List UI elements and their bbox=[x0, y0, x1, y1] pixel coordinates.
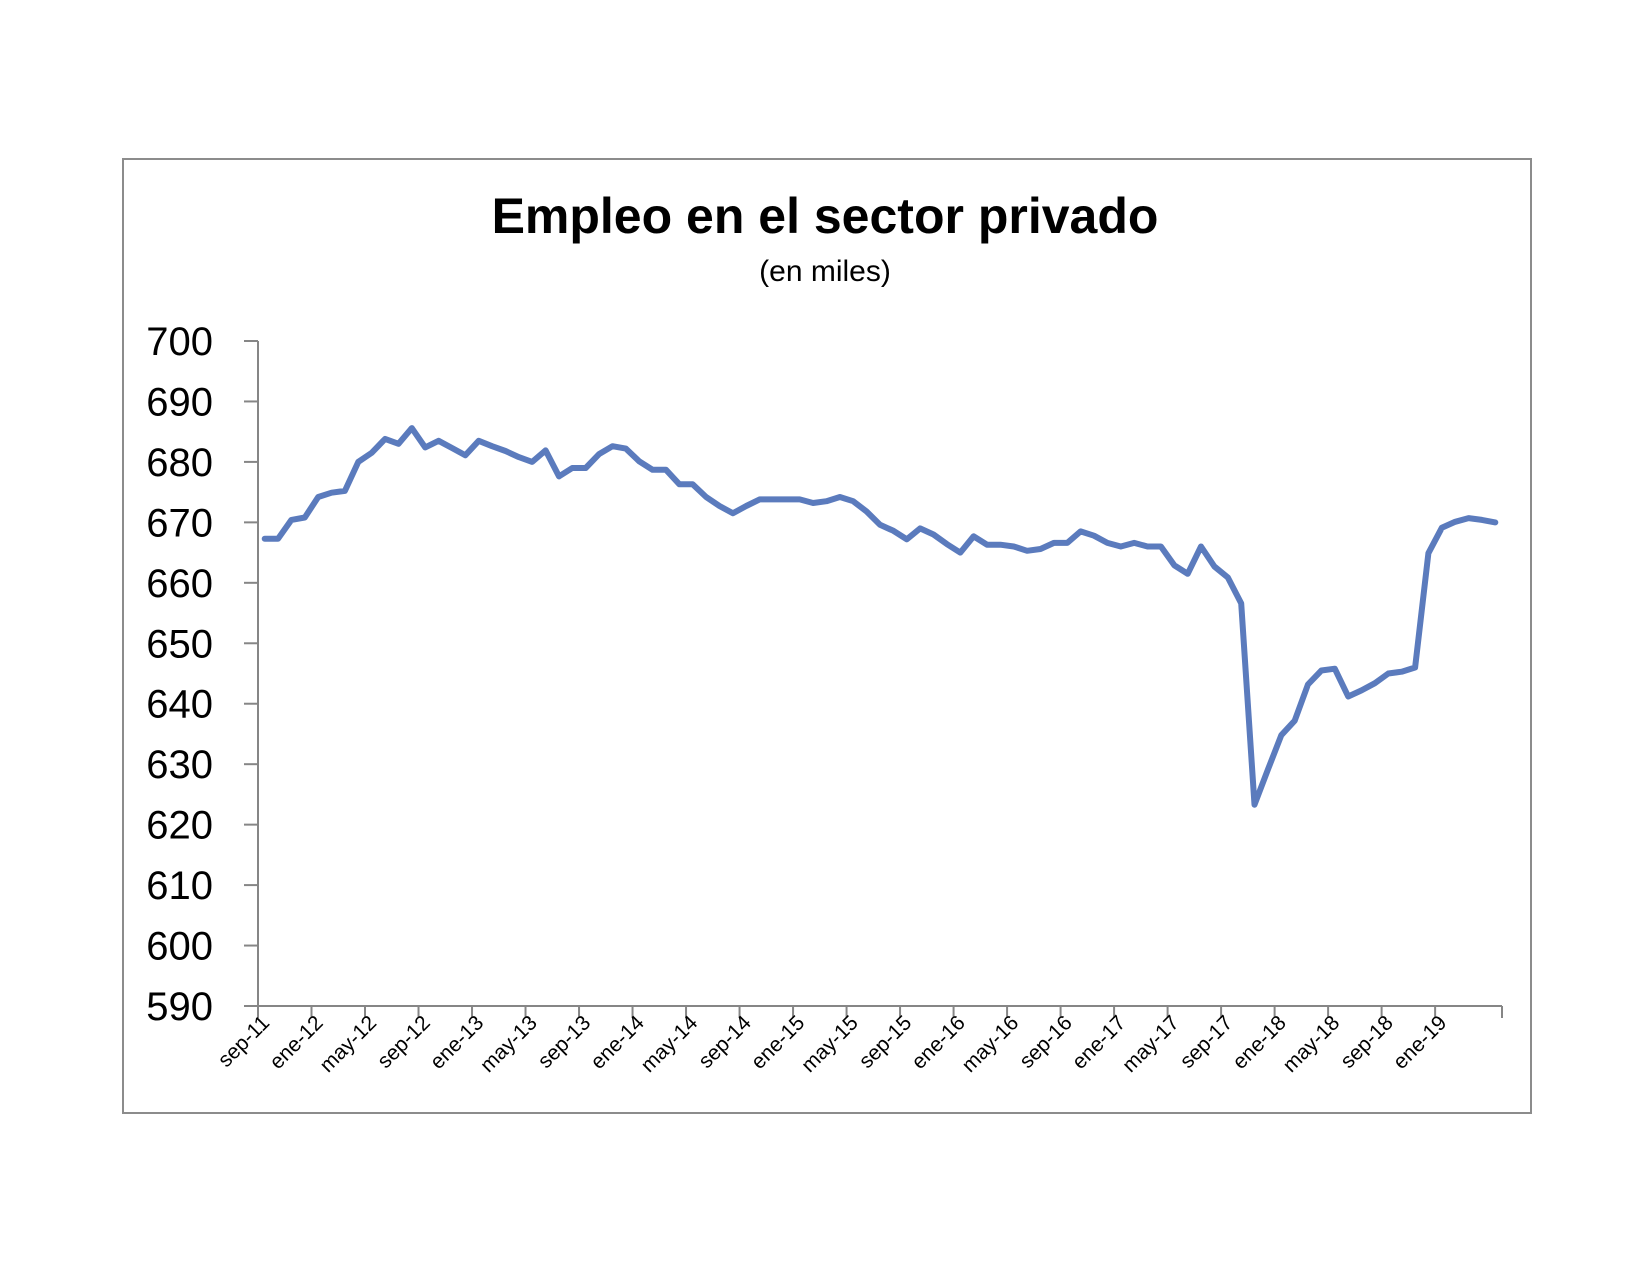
y-tick-label: 600 bbox=[146, 925, 213, 969]
x-tick-label: may-18 bbox=[1279, 1011, 1345, 1077]
y-tick-label: 670 bbox=[146, 501, 213, 545]
y-tick-label: 640 bbox=[146, 683, 213, 727]
y-tick-label: 620 bbox=[146, 804, 213, 848]
x-axis: sep-11ene-12may-12sep-12ene-13may-13sep-… bbox=[214, 1005, 1503, 1077]
x-tick-label: sep-13 bbox=[534, 1011, 596, 1073]
y-tick-label: 590 bbox=[146, 985, 213, 1029]
y-tick-label: 650 bbox=[146, 622, 213, 666]
chart-frame bbox=[122, 158, 1532, 1114]
x-tick-label: sep-14 bbox=[694, 1011, 756, 1073]
chart-title: Empleo en el sector privado bbox=[491, 188, 1159, 244]
x-tick-label: may-15 bbox=[797, 1011, 863, 1077]
x-tick-label: may-16 bbox=[958, 1011, 1024, 1077]
x-tick-label: sep-12 bbox=[373, 1011, 435, 1073]
chart-subtitle: (en miles) bbox=[759, 255, 891, 288]
x-tick-label: sep-11 bbox=[214, 1011, 275, 1072]
y-tick-label: 680 bbox=[146, 441, 213, 485]
y-axis: 590 600 610 620 630 640 650 660 670 680 690 700 bbox=[146, 320, 259, 1029]
y-tick-label: 660 bbox=[146, 562, 213, 606]
y-tick-label: 610 bbox=[146, 864, 213, 908]
x-tick-label: sep-17 bbox=[1176, 1011, 1238, 1073]
x-tick-label: sep-16 bbox=[1015, 1011, 1077, 1073]
x-tick-label: may-13 bbox=[476, 1011, 542, 1077]
series-group bbox=[261, 425, 1499, 808]
x-tick-label: may-12 bbox=[315, 1011, 381, 1077]
y-tick-label: 630 bbox=[146, 743, 213, 787]
x-tick-label: ene-19 bbox=[1389, 1011, 1452, 1074]
y-tick-label: 700 bbox=[146, 320, 213, 364]
x-tick-label: sep-15 bbox=[855, 1011, 917, 1073]
series-line bbox=[261, 425, 1499, 808]
x-tick-label: sep-18 bbox=[1336, 1011, 1398, 1073]
x-tick-label: may-17 bbox=[1118, 1011, 1184, 1077]
y-tick-label: 690 bbox=[146, 380, 213, 424]
x-tick-label: may-14 bbox=[636, 1011, 702, 1077]
